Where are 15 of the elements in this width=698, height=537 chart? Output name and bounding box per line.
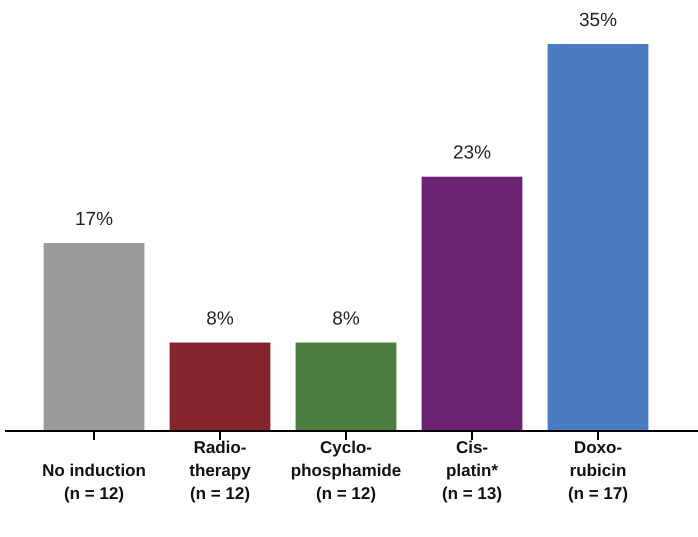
x-tick-label: Radio- therapy (n = 12) (189, 438, 252, 503)
data-label: 8% (332, 308, 360, 330)
bar (44, 243, 144, 431)
x-tick-label: No induction (n = 12) (42, 461, 146, 503)
bar (170, 342, 270, 431)
bar (422, 176, 522, 431)
x-tick-label: Cis- platin* (n = 13) (442, 438, 502, 503)
data-label: 17% (74, 209, 114, 230)
x-tick-label: Doxo- rubicin (n = 17) (568, 438, 628, 503)
data-label: 8% (206, 308, 234, 330)
x-tick-label: Cyclo- phosphamide (n = 12) (290, 438, 402, 503)
data-label: 35% (578, 10, 618, 31)
data-label: 23% (452, 142, 492, 164)
bar (548, 44, 648, 431)
bar (296, 342, 396, 431)
